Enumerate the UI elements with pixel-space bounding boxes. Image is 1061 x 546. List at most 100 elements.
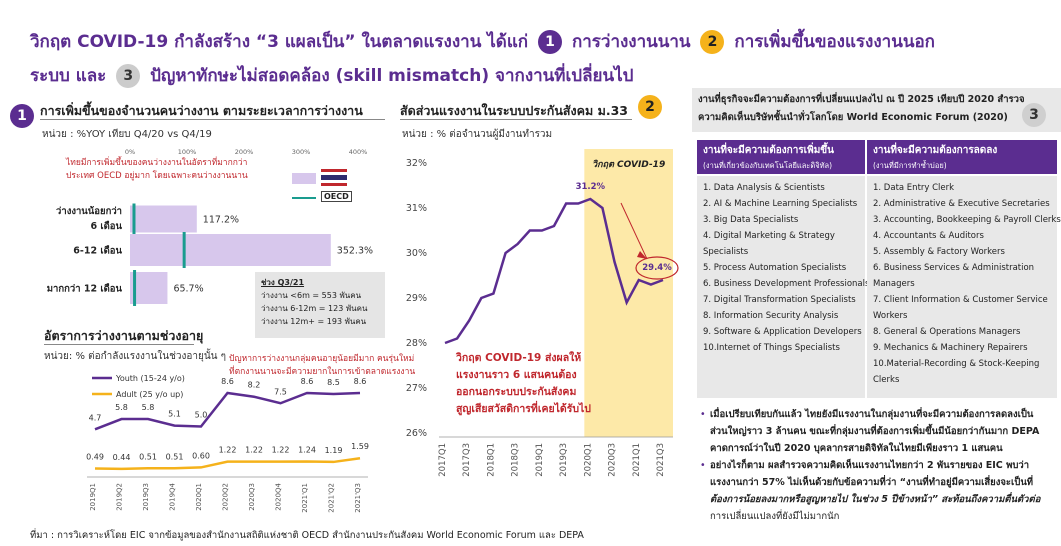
q3-21-box-line: ว่างงาน 6-12m = 123 พันคน: [261, 304, 368, 313]
jobs-decrease-item: 4. Accountants & Auditors: [873, 231, 984, 241]
point-label: 0.60: [192, 451, 210, 460]
panel3-badge: 2: [638, 95, 662, 119]
source-note: ที่มา : การวิเคราะห์โดย EIC จากข้อมูลของ…: [30, 530, 584, 541]
panel3-note-line: แรงงานราว 6 แสนคนต้อง: [456, 369, 577, 381]
point-label: 31.2%: [576, 182, 606, 192]
legend-oecd-label: OECD: [321, 191, 352, 202]
x-tick-label: 2019Q3: [142, 483, 150, 511]
category-label: ว่างงานน้อยกว่า: [56, 205, 122, 217]
x-tick-label: 2019Q3: [559, 443, 569, 477]
x-tick-label: 2020Q4: [275, 482, 283, 510]
point-label: 1.59: [351, 442, 369, 451]
age-unemployment-chart: 4.7 5.8 5.8 5.1 5.0 8.6 8.2 7.5 8.6 8.5 8.6 0.49 0.4…: [86, 374, 369, 513]
x-tick-label: 2020Q1: [195, 483, 203, 511]
jobs-increase-header-sub: (งานที่เกี่ยวข้องกับเทคโนโลยีและดิจิทัล): [703, 161, 833, 170]
panel2-note: ปัญหาการว่างงานกลุ่มคนอายุน้อยมีมาก คนรุ…: [229, 353, 415, 379]
jobs-decrease-list: 1. Data Entry Clerk 2. Administrative & E…: [867, 176, 1061, 398]
q3-21-box: ช่วง Q3/21 ว่างงาน <6m = 553 พันคน ว่างง…: [255, 272, 385, 338]
panel3-unit: หน่วย : % ต่อจำนวนผู้มีงานทำรวม: [402, 129, 553, 140]
point-label: 0.51: [166, 452, 184, 461]
youth-line: [94, 391, 361, 431]
panel1-note: ไทยมีการเพิ่มขึ้นของคนว่างงานในอัตราที่ม…: [66, 157, 248, 183]
panel4-title-line: งานที่ธุรกิจจะมีความต้องการที่เปลี่ยนแปล…: [698, 94, 1025, 105]
point-label: 4.7: [89, 413, 102, 422]
jobs-decrease-item: 7. Client Information & Customer Service: [873, 295, 1048, 305]
y-tick-label: 28%: [406, 338, 427, 349]
y-tick-label: 27%: [406, 383, 427, 394]
social-security-line: [444, 197, 664, 345]
panel4-title-line: ความคิดเห็นบริษัทชั้นนำทั่วโลกโดย World …: [698, 112, 1008, 123]
arrow-head: [637, 251, 647, 259]
category-label: 6 เดือน: [90, 220, 122, 232]
point-label: 7.5: [274, 387, 287, 396]
x-tick-label: 2019Q1: [89, 483, 97, 511]
jobs-increase-item: 5. Process Automation Specialists: [703, 263, 847, 273]
y-tick-label: 26%: [406, 428, 427, 439]
headline-item-1: การว่างงานนาน: [571, 32, 691, 52]
jobs-increase-item: 10.Internet of Things Specialists: [703, 343, 840, 353]
x-tick-label: 2019Q4: [169, 482, 177, 510]
badge-1: 1: [538, 30, 563, 54]
point-label: 0.49: [86, 452, 104, 461]
bullet-1-line: คาดการณ์ว่าในปี 2020 บุคลากรสายดิจิทัลใน…: [710, 443, 1003, 454]
headline-text-2: ระบบ และ: [30, 66, 107, 86]
thailand-bar: [130, 234, 331, 266]
badge-3: 3: [116, 64, 141, 88]
adult-line: [94, 456, 361, 471]
jobs-increase-list: 1. Data Analysis & Scientists 2. AI & Mac…: [697, 176, 870, 398]
x-tick-label: 2020Q3: [248, 483, 256, 511]
legend-label: Youth (15-24 y/o): [115, 374, 185, 383]
point-label: 8.6: [354, 377, 367, 386]
jobs-increase-item: 7. Digital Transformation Specialists: [703, 295, 856, 305]
jobs-decrease-header: งานที่จะมีความต้องการลดลง (งานที่มีการทำ…: [867, 140, 1057, 174]
panel3-note-line: วิกฤต COVID-19 ส่งผลให้: [456, 352, 582, 364]
point-label: 8.6: [301, 377, 314, 386]
panel1-badge: 1: [10, 104, 34, 128]
bullet-2-line: อย่างไรก็ตาม ผลสำรวจความคิดเห็นแรงงานไทย…: [710, 460, 1030, 471]
jobs-decrease-item: Workers: [873, 311, 908, 321]
headline-text: วิกฤต COVID-19 กำลังสร้าง “3 แผลเป็น” ใน…: [30, 32, 529, 52]
legend-oecd-swatch: [292, 197, 316, 199]
x-tick-label: 0%: [125, 148, 135, 156]
x-tick-label: 2021'Q2: [328, 483, 336, 513]
x-tick-label: 2021Q3: [656, 443, 666, 477]
x-tick-label: 2021'Q3: [354, 483, 362, 513]
x-tick-label: 2019Q1: [535, 443, 545, 477]
q3-21-box-title: ช่วง Q3/21: [261, 278, 305, 287]
thailand-bar: [130, 272, 168, 304]
point-label: 1.22: [245, 446, 263, 455]
x-tick-label: 400%: [349, 148, 368, 156]
jobs-increase-item: 9. Software & Application Developers: [703, 327, 862, 337]
jobs-decrease-header-text: งานที่จะมีความต้องการลดลง: [873, 145, 998, 156]
highlight-ellipse: [635, 256, 679, 280]
x-tick-label: 2021'Q1: [301, 483, 309, 513]
headline-item-2: การเพิ่มขึ้นของแรงงานนอก: [734, 32, 935, 52]
panel4-title-box: [692, 88, 1061, 132]
panel3-note-line: สูญเสียสวัสดิการที่เคยได้รับไป: [456, 403, 591, 415]
point-label: 0.44: [113, 453, 131, 462]
badge-2: 2: [700, 30, 725, 54]
bullet-1-line: ส่วนใหญ่ราว 3 ล้านคน ขณะที่กลุ่มงานที่ต้…: [710, 426, 1040, 437]
jobs-decrease-item: 2. Administrative & Executive Secretarie…: [873, 199, 1050, 209]
x-tick-label: 2020Q1: [583, 443, 593, 477]
jobs-increase-item: 1. Data Analysis & Scientists: [703, 183, 825, 193]
social-security-chart: วิกฤต COVID-19 26% 27% 28% 29% 30% 31% 32% 31.2%…: [406, 149, 679, 477]
jobs-decrease-item: 9. Mechanics & Machinery Repairers: [873, 343, 1028, 353]
bullet-2-line: แรงงานกว่า 57% ไม่เห็นด้วยกับข้อความที่ว…: [710, 477, 1034, 488]
jobs-increase-item: 2. AI & Machine Learning Specialists: [703, 199, 858, 209]
point-label: 0.51: [139, 452, 157, 461]
jobs-increase-item: 6. Business Development Professionals: [703, 279, 870, 289]
panel3-note: วิกฤต COVID-19 ส่งผลให้ แรงงานราว 6 แสนค…: [456, 350, 591, 418]
point-label: 5.0: [195, 411, 208, 420]
point-label: 5.8: [115, 403, 128, 412]
jobs-decrease-item: 3. Accounting, Bookkeeping & Payroll Cle…: [873, 215, 1061, 225]
bullet-1: • เมื่อเปรียบเทียบกันแล้ว ไทยยังมีแรงงาน…: [700, 406, 1060, 457]
point-label: 1.24: [298, 445, 316, 454]
panel2-title: อัตราการว่างงานตามช่วงอายุ: [44, 328, 204, 343]
panel1-note-line: ไทยมีการเพิ่มขึ้นของคนว่างงานในอัตราที่ม…: [66, 158, 248, 168]
thailand-bar: [130, 205, 197, 233]
unemployment-duration-chart: 0% 100% 200% 300% 400% 117.2% ว่างงานน้อยกว่า 6…: [47, 148, 373, 306]
point-label: 8.5: [327, 378, 340, 387]
x-tick-label: 2017Q3: [462, 443, 472, 477]
x-tick-label: 2020Q2: [222, 483, 230, 511]
